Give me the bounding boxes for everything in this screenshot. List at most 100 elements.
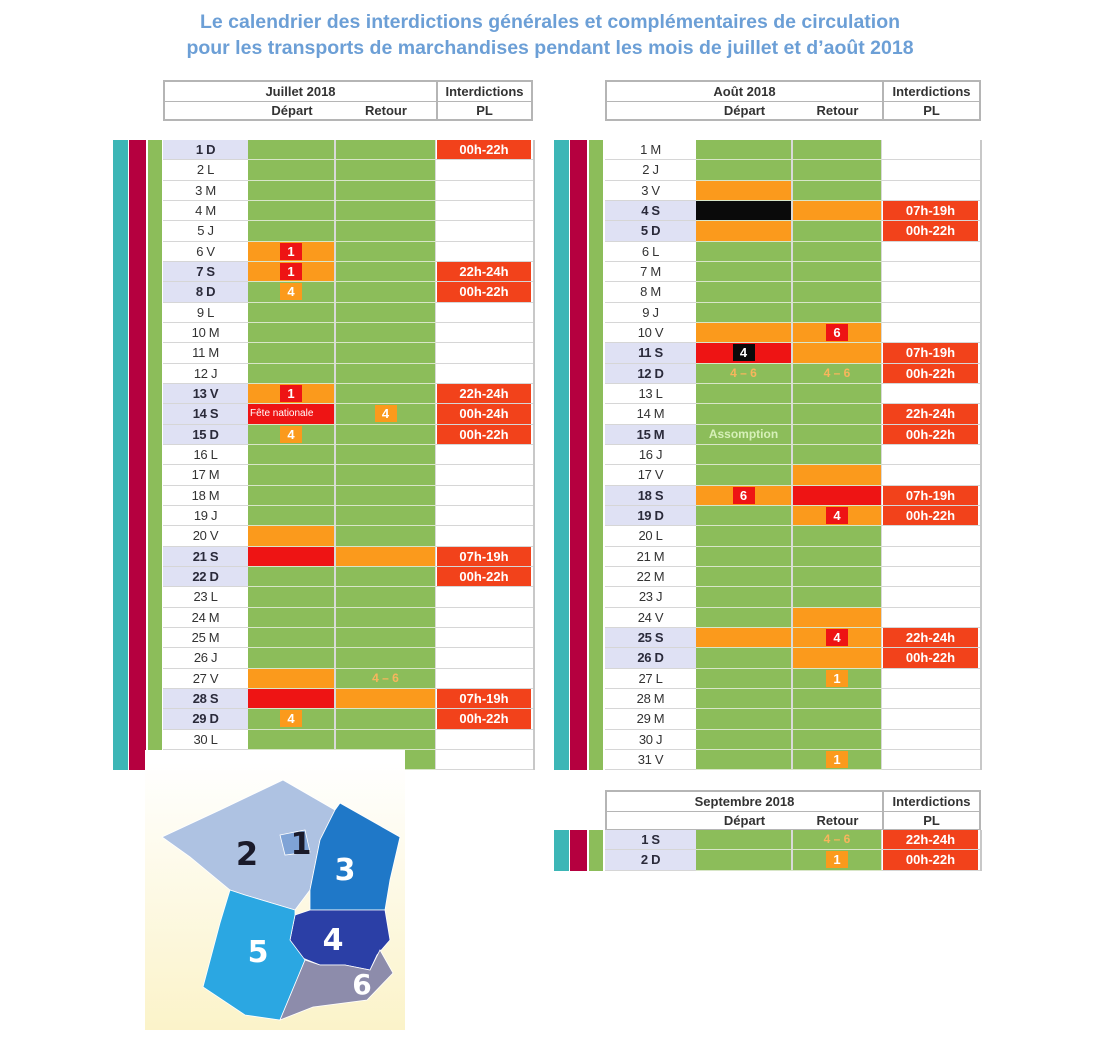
day-label: 11 M <box>163 343 248 364</box>
retour-cell <box>336 505 435 527</box>
column-divider <box>791 830 793 851</box>
column-divider <box>881 607 882 628</box>
retour-cell <box>793 200 881 222</box>
pl-ban-hours: 22h-24h <box>883 627 978 648</box>
day-label: 17 V <box>605 465 696 486</box>
day-row: 13 V 1 22h-24h <box>163 383 533 405</box>
pl-cell: 07h-19h <box>882 485 980 506</box>
column-divider <box>881 627 882 649</box>
day-label: 31 V <box>605 750 696 771</box>
column-divider <box>435 709 436 730</box>
retour-cell <box>793 383 881 405</box>
day-label: 3 M <box>163 181 248 201</box>
column-divider <box>435 200 436 222</box>
column-divider <box>881 587 882 608</box>
column-divider <box>881 729 882 750</box>
day-row: 20 V <box>163 526 533 547</box>
day-label: 8 D <box>163 282 248 303</box>
column-divider <box>334 709 336 730</box>
day-label: 16 J <box>605 445 696 466</box>
column-divider <box>435 160 436 181</box>
depart-cell <box>696 627 791 649</box>
column-divider <box>881 404 882 425</box>
month-title: Août 2018 <box>713 84 776 99</box>
column-divider <box>435 343 436 364</box>
pl-ban-hours: 22h-24h <box>437 383 531 404</box>
day-label: 14 S <box>163 404 248 425</box>
day-label: 1 D <box>163 140 248 161</box>
teal-stripe <box>113 140 128 771</box>
depart-cell <box>248 607 334 628</box>
column-divider <box>334 465 336 486</box>
retour-cell <box>336 729 435 750</box>
column-divider <box>334 729 336 750</box>
pl-ban-hours: 07h-19h <box>883 343 978 363</box>
retour-cell <box>793 607 881 628</box>
day-label: 7 S <box>163 261 248 283</box>
depart-cell <box>248 546 334 567</box>
day-row: 9 L <box>163 302 533 323</box>
pl-ban-hours: 00h-22h <box>883 505 978 526</box>
column-divider <box>435 444 436 466</box>
zone-label-2: 2 <box>236 835 258 873</box>
depart-zone-badge: 4 <box>732 344 755 362</box>
depart-cell <box>696 709 791 730</box>
retour-cell <box>793 180 881 201</box>
retour-cell <box>336 465 435 486</box>
depart-cell <box>696 850 791 871</box>
depart-cell <box>248 627 334 649</box>
zone-1-region <box>279 829 311 856</box>
depart-cell <box>696 526 791 547</box>
retour-cell <box>336 200 435 222</box>
retour-zone-range: 4 – 6 <box>823 365 851 380</box>
column-divider <box>881 383 882 405</box>
pl-cell <box>436 465 533 486</box>
column-divider <box>334 546 336 567</box>
depart-cell <box>696 383 791 405</box>
pl-cell <box>436 322 533 344</box>
depart-zone-badge: 1 <box>280 242 302 260</box>
day-row: 21 M <box>605 546 980 567</box>
day-label: 22 D <box>163 566 248 588</box>
column-divider <box>791 587 793 608</box>
month-header: Août 2018 Interdictions Départ Retour PL <box>605 80 981 121</box>
depart-zone-badge: 4 <box>280 425 302 443</box>
depart-cell <box>248 526 334 547</box>
depart-cell <box>696 140 791 161</box>
pl-cell: 22h-24h <box>882 830 980 851</box>
header-row-1: Juillet 2018 Interdictions <box>165 82 531 102</box>
day-label: 29 M <box>605 709 696 730</box>
blank-header <box>165 101 248 120</box>
day-row: 8 D 4 00h-22h <box>163 282 533 303</box>
column-divider <box>334 505 336 527</box>
pl-ban-hours: 00h-22h <box>437 566 531 587</box>
column-divider <box>334 404 336 425</box>
depart-zone-badge: 6 <box>732 486 755 504</box>
retour-header: Retour <box>365 103 407 118</box>
pl-cell <box>436 200 533 222</box>
pl-header: PL <box>882 101 979 120</box>
retour-cell <box>336 485 435 506</box>
depart-cell <box>696 261 791 283</box>
day-row: 15 M Assomption 00h-22h <box>605 424 980 445</box>
day-row: 16 L <box>163 444 533 466</box>
pl-cell <box>436 587 533 608</box>
day-label: 21 S <box>163 546 248 567</box>
day-label: 25 M <box>163 628 248 649</box>
column-divider <box>881 241 882 262</box>
column-divider <box>791 221 793 242</box>
day-label: 12 J <box>163 364 248 384</box>
pl-cell <box>882 444 980 466</box>
column-divider <box>791 566 793 588</box>
column-divider <box>881 322 882 344</box>
day-row: 15 D 4 00h-22h <box>163 424 533 445</box>
day-label: 2 J <box>605 160 696 181</box>
pl-cell <box>436 627 533 649</box>
depart-cell <box>696 444 791 466</box>
retour-cell <box>336 180 435 201</box>
column-divider <box>881 140 882 161</box>
retour-zone-range: 4 – 6 <box>823 832 851 846</box>
pl-cell <box>436 221 533 242</box>
pl-cell <box>436 444 533 466</box>
